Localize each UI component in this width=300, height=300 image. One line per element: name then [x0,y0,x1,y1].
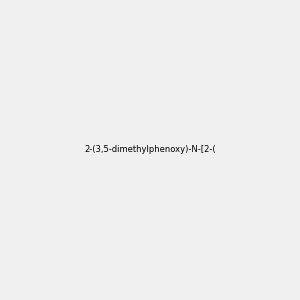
Text: 2-(3,5-dimethylphenoxy)-N-[2-(: 2-(3,5-dimethylphenoxy)-N-[2-( [84,146,216,154]
